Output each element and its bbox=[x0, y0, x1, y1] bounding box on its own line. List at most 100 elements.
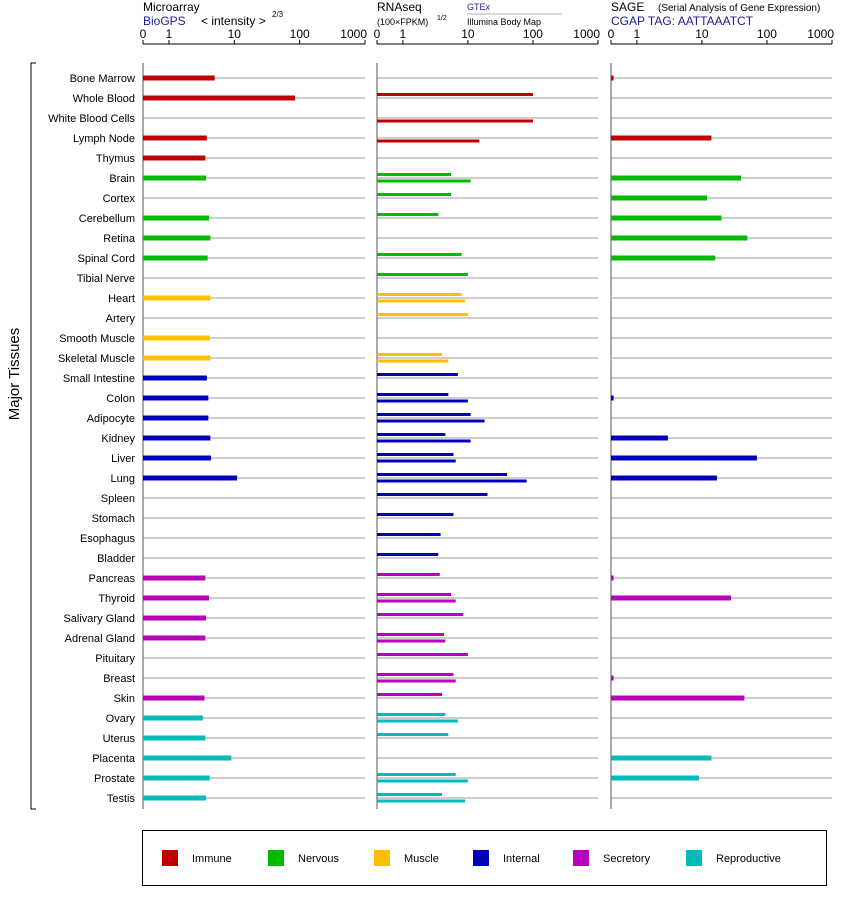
bar-rnaseq-ibm bbox=[377, 299, 465, 303]
bar-sage bbox=[611, 295, 613, 301]
tissue-label: Colon bbox=[106, 393, 135, 405]
tissue-label: Small Intestine bbox=[63, 373, 135, 385]
panel-note-microarray: < intensity > bbox=[201, 14, 266, 28]
bar-rnaseq-gtex bbox=[377, 493, 488, 496]
bar-rnaseq-gtex bbox=[377, 793, 443, 796]
bar-microarray bbox=[143, 715, 203, 721]
bar-rnaseq-gtex bbox=[377, 653, 468, 656]
bar-rnaseq-gtex bbox=[377, 573, 440, 576]
tissue-label: Brain bbox=[109, 173, 135, 185]
bar-microarray bbox=[143, 75, 215, 81]
bar-rnaseq-ibm bbox=[377, 599, 456, 603]
legend-label-reproductive: Reproductive bbox=[716, 853, 781, 865]
tissue-label: Retina bbox=[103, 233, 136, 245]
bar-sage bbox=[611, 395, 614, 401]
tissue-label: Adipocyte bbox=[87, 413, 135, 425]
tissue-label: Bone Marrow bbox=[70, 73, 135, 85]
bar-microarray bbox=[143, 775, 210, 781]
bar-microarray bbox=[143, 235, 211, 241]
x-tick-label: 10 bbox=[461, 27, 475, 41]
legend-label-secretory: Secretory bbox=[603, 853, 651, 865]
tissue-label: Thymus bbox=[96, 153, 136, 165]
panel-title-sage: SAGE bbox=[611, 0, 644, 14]
bar-rnaseq-gtex bbox=[377, 413, 471, 416]
tissue-label: Pancreas bbox=[89, 573, 136, 585]
bar-rnaseq-gtex bbox=[377, 393, 449, 396]
tissue-label: Heart bbox=[108, 293, 135, 305]
bar-microarray bbox=[143, 755, 232, 761]
bar-rnaseq-gtex bbox=[377, 453, 454, 456]
bar-rnaseq-gtex bbox=[377, 553, 439, 556]
bar-microarray bbox=[143, 295, 211, 301]
tissue-label: Spinal Cord bbox=[78, 253, 135, 265]
bar-rnaseq-gtex bbox=[377, 533, 441, 536]
legend-gtex-label: GTEx bbox=[467, 2, 491, 12]
bar-sage bbox=[611, 75, 614, 81]
x-tick-label: 1000 bbox=[807, 27, 834, 41]
tissue-label: Ovary bbox=[106, 713, 136, 725]
bar-sage bbox=[611, 215, 722, 221]
tissue-label: Uterus bbox=[103, 733, 136, 745]
bar-microarray bbox=[143, 95, 296, 101]
bar-sage bbox=[611, 455, 757, 461]
tissue-label: Spleen bbox=[101, 493, 135, 505]
tissue-label: Kidney bbox=[101, 433, 135, 445]
bar-microarray bbox=[143, 375, 207, 381]
bar-sage bbox=[611, 775, 699, 781]
bar-microarray bbox=[143, 155, 206, 161]
tissue-label: Pituitary bbox=[95, 653, 135, 665]
tissue-label: Skeletal Muscle bbox=[58, 353, 135, 365]
bar-sage bbox=[611, 235, 748, 241]
bar-rnaseq-gtex bbox=[377, 713, 446, 716]
tissue-label: Cortex bbox=[103, 193, 136, 205]
bar-rnaseq-gtex bbox=[377, 593, 452, 596]
bar-rnaseq-ibm bbox=[377, 359, 449, 363]
bar-rnaseq-gtex bbox=[377, 293, 462, 296]
tissue-label: Tibial Nerve bbox=[77, 273, 135, 285]
bar-rnaseq-ibm bbox=[377, 439, 471, 443]
bar-rnaseq-ibm bbox=[377, 179, 471, 183]
bar-rnaseq-gtex bbox=[377, 673, 454, 676]
panel-exponent-rnaseq: 1/2 bbox=[437, 15, 447, 22]
tissue-label: Whole Blood bbox=[73, 93, 135, 105]
panel-note-sage: (Serial Analysis of Gene Expression) bbox=[658, 3, 820, 14]
bar-microarray bbox=[143, 695, 205, 701]
tissue-label: Lung bbox=[111, 473, 135, 485]
bar-sage bbox=[611, 575, 614, 581]
tissue-label: Placenta bbox=[92, 753, 136, 765]
tissue-label: White Blood Cells bbox=[48, 113, 135, 125]
legend-label-muscle: Muscle bbox=[404, 853, 439, 865]
bar-rnaseq-gtex bbox=[377, 433, 446, 436]
bar-microarray bbox=[143, 455, 212, 461]
x-tick-label: 0 bbox=[608, 27, 615, 41]
bar-microarray bbox=[143, 175, 207, 181]
x-tick-label: 10 bbox=[695, 27, 709, 41]
tissue-label: Adrenal Gland bbox=[65, 633, 135, 645]
legend-swatch-reproductive bbox=[686, 850, 702, 866]
legend-swatch-muscle bbox=[374, 850, 390, 866]
legend-ibm-label: Illumina Body Map bbox=[467, 17, 541, 27]
bar-microarray bbox=[143, 735, 206, 741]
bar-rnaseq-gtex bbox=[377, 253, 462, 256]
bar-rnaseq-ibm bbox=[377, 459, 456, 463]
x-tick-label: 10 bbox=[228, 27, 242, 41]
bar-microarray bbox=[143, 635, 206, 641]
bar-rnaseq-ibm bbox=[377, 779, 468, 783]
tissue-label: Thyroid bbox=[98, 593, 135, 605]
bar-rnaseq-ibm bbox=[377, 639, 446, 643]
y-axis-label: Major Tissues bbox=[6, 328, 23, 421]
x-tick-label: 0 bbox=[374, 27, 381, 41]
tissue-label: Cerebellum bbox=[79, 213, 135, 225]
tissue-label: Smooth Muscle bbox=[59, 333, 135, 345]
tissue-label: Esophagus bbox=[80, 533, 136, 545]
panel-title-microarray: Microarray bbox=[143, 0, 200, 14]
bar-sage bbox=[611, 695, 745, 701]
tissue-label: Bladder bbox=[97, 553, 135, 565]
bar-rnaseq-ibm bbox=[377, 399, 468, 403]
tissue-label: Skin bbox=[114, 693, 135, 705]
legend-label-immune: Immune bbox=[192, 853, 232, 865]
panel-subtitle-sage: CGAP TAG: AATTAAATCT bbox=[611, 14, 754, 28]
x-tick-label: 1 bbox=[166, 27, 173, 41]
bar-rnaseq-ibm bbox=[377, 119, 533, 123]
tissue-label: Stomach bbox=[92, 513, 135, 525]
